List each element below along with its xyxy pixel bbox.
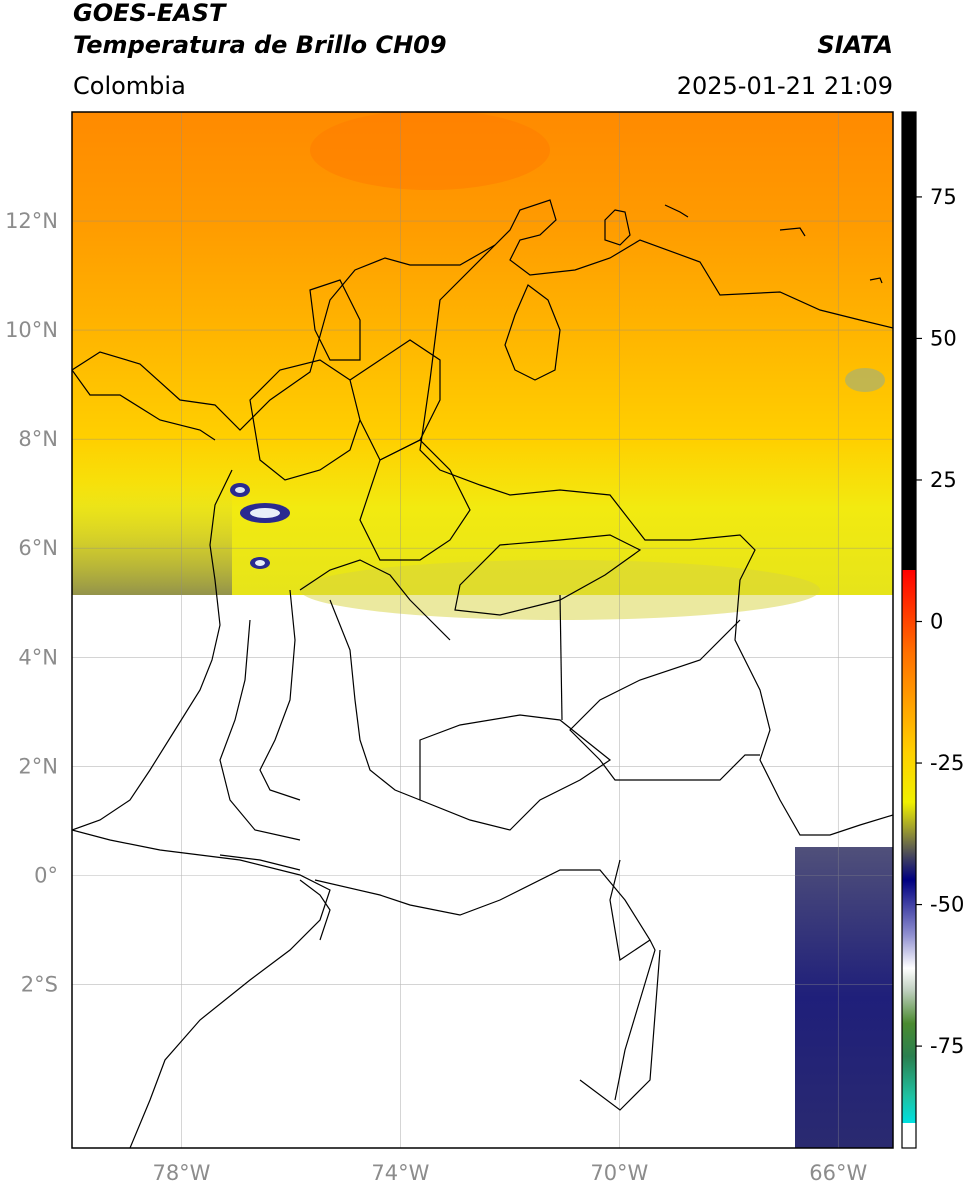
amazon-region — [419, 714, 612, 831]
timestamp-label: 2025-01-21 21:09 — [676, 72, 893, 100]
cool-band-south — [300, 560, 820, 620]
colorbar-tick-label: 50 — [930, 326, 957, 350]
brand-label: SIATA — [817, 31, 893, 59]
central-departments-3 — [359, 439, 471, 561]
caribbean-coastline — [72, 199, 893, 431]
islands-east — [779, 227, 806, 237]
colombia-venezuela-border — [419, 244, 893, 836]
colorbar: 75 50 25 0 -25 -50 -75 — [901, 111, 964, 1149]
lat-tick-label: 8°N — [18, 427, 58, 451]
colorbar-frame — [901, 111, 917, 1149]
gridlines — [72, 112, 893, 1148]
lat-tick-label: 2°S — [21, 972, 58, 996]
longitude-ticks: 78°W 74°W 70°W 66°W — [152, 1161, 867, 1185]
colorbar-tick-label: 0 — [930, 610, 943, 634]
cool-cloud-patch-west — [72, 480, 232, 595]
ecuador-border — [609, 859, 651, 962]
latitude-ticks: 12°N 10°N 8°N 6°N 4°N 2°N 0° 2°S — [5, 209, 58, 996]
boundaries — [72, 199, 893, 1148]
colorbar-tick-label: 25 — [930, 468, 957, 492]
map-frame — [71, 111, 894, 1149]
lon-tick-label: 78°W — [152, 1161, 210, 1185]
convective-cell-core — [235, 487, 245, 493]
colombia-brazil-border — [569, 619, 760, 781]
pacific-coastline — [72, 469, 233, 831]
colorbar-segment-black — [902, 112, 916, 570]
lat-tick-label: 0° — [34, 863, 58, 887]
panama-isthmus — [72, 369, 216, 441]
satellite-title: GOES-EAST — [73, 0, 226, 27]
lon-tick-label: 66°W — [809, 1161, 867, 1185]
region-label: Colombia — [73, 72, 186, 100]
andes-east — [259, 589, 301, 801]
colorbar-ticks: 75 50 25 0 -25 -50 -75 — [916, 185, 964, 1058]
andes-central — [329, 599, 421, 801]
lat-tick-label: 12°N — [5, 209, 58, 233]
southeast-raster-strip — [795, 847, 893, 1148]
ecuador-peru-coast — [72, 829, 331, 1148]
lat-tick-label: 2°N — [18, 754, 58, 778]
lat-tick-label: 10°N — [5, 318, 58, 342]
lat-tick-label: 6°N — [18, 536, 58, 560]
warm-spot-north — [310, 112, 550, 190]
lon-tick-label: 74°W — [371, 1161, 429, 1185]
map-area — [72, 112, 893, 1148]
colorbar-tick-label: -25 — [930, 751, 964, 775]
curacao — [664, 204, 689, 218]
convective-cell-core — [250, 508, 280, 518]
maracaibo-lake — [504, 284, 561, 381]
colorbar-tick-label: -50 — [930, 893, 964, 917]
central-departments-4 — [309, 279, 361, 361]
islands-far-east — [869, 277, 883, 284]
lat-tick-label: 4°N — [18, 645, 58, 669]
aruba — [604, 209, 631, 246]
colorbar-tick-label: -75 — [930, 1034, 964, 1058]
convective-cell-core — [255, 560, 265, 566]
andes-west — [219, 619, 301, 841]
colombia-peru-border — [314, 869, 656, 1101]
colorbar-tick-label: 75 — [930, 185, 957, 209]
product-title: Temperatura de Brillo CH09 — [73, 31, 447, 59]
gulf-urabá — [299, 879, 331, 941]
brazil-peru-border — [579, 949, 661, 1111]
colombia-ecuador-border — [219, 854, 301, 871]
central-departments — [249, 359, 361, 481]
venezuela-brazil-border — [559, 594, 563, 721]
orinoquia-region — [454, 534, 642, 616]
colorbar-gradient — [902, 570, 916, 1123]
colorbar-segment-white — [902, 1123, 916, 1148]
cool-spot-east — [845, 368, 885, 392]
lon-tick-label: 70°W — [590, 1161, 648, 1185]
magdalena-valley — [299, 559, 451, 641]
